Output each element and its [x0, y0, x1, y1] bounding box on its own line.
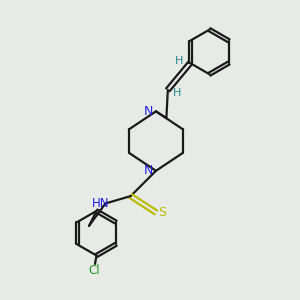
Text: H: H	[175, 56, 183, 66]
Text: Cl: Cl	[88, 265, 100, 278]
Text: N: N	[144, 105, 153, 118]
Text: H: H	[172, 88, 181, 98]
Text: HN: HN	[92, 197, 110, 210]
Text: S: S	[158, 206, 166, 219]
Text: N: N	[144, 164, 153, 177]
